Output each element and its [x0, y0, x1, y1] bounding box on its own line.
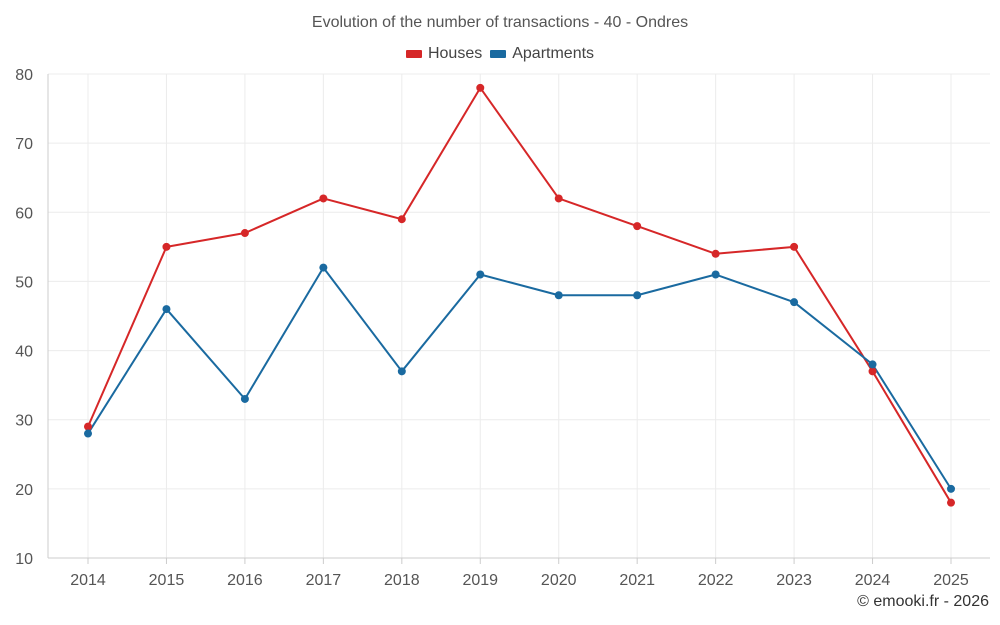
legend-label-houses: Houses [427, 45, 483, 62]
axes: 10 20 30 40 50 60 70 80 2014 2015 2016 2017 2018 2019… [15, 67, 990, 589]
point-houses-2020 [554, 194, 563, 203]
legend: Houses Apartments [0, 45, 1000, 63]
point-apartments-2019 [476, 270, 485, 279]
point-houses-2014 [84, 422, 92, 431]
y-tick-label: 10 [15, 551, 33, 568]
series-line-apartments [87, 266, 952, 490]
legend-swatch-houses [405, 50, 422, 58]
point-apartments-2018 [397, 367, 406, 376]
legend-item-apartments[interactable]: Apartments [490, 45, 594, 63]
point-apartments-2015 [162, 305, 171, 314]
point-houses-2022 [711, 249, 720, 258]
point-apartments-2016 [240, 394, 249, 403]
point-houses-2024 [868, 367, 877, 376]
point-apartments-2014 [84, 429, 92, 438]
point-houses-2017 [319, 194, 328, 203]
x-tick-label: 2018 [384, 572, 420, 589]
x-tick-label: 2017 [306, 572, 342, 589]
x-tick-label: 2025 [933, 572, 969, 589]
credit-text: © emooki.fr - 2026 [857, 593, 989, 610]
y-tick-label: 80 [15, 67, 33, 84]
x-tick-label: 2022 [698, 572, 734, 589]
y-tick-label: 60 [15, 205, 33, 222]
x-tick-label: 2024 [855, 572, 891, 589]
y-tick-label: 70 [15, 136, 33, 153]
x-tick-label: 2015 [149, 572, 185, 589]
point-apartments-2022 [711, 270, 720, 279]
y-tick-label: 40 [15, 344, 33, 361]
point-apartments-2025 [947, 484, 955, 493]
x-tick-label: 2021 [619, 572, 655, 589]
point-apartments-2020 [554, 291, 563, 300]
point-houses-2015 [162, 242, 171, 251]
legend-swatch-apartments [490, 50, 507, 58]
legend-label-apartments: Apartments [512, 45, 595, 62]
y-tick-label: 30 [15, 413, 33, 430]
grid [48, 73, 990, 558]
y-tick-label: 20 [15, 482, 33, 499]
x-tick-label: 2020 [541, 572, 577, 589]
x-tick-label: 2023 [776, 572, 812, 589]
point-houses-2023 [790, 242, 799, 251]
y-tick-label: 50 [15, 274, 33, 291]
point-apartments-2024 [868, 360, 877, 369]
legend-item-houses[interactable]: Houses [405, 45, 483, 63]
x-tick-label: 2014 [70, 572, 106, 589]
point-apartments-2023 [790, 298, 799, 307]
point-houses-2019 [476, 83, 485, 92]
point-apartments-2021 [633, 291, 642, 300]
point-houses-2018 [397, 215, 406, 224]
point-houses-2016 [240, 229, 249, 238]
x-tick-label: 2016 [227, 572, 263, 589]
point-houses-2025 [947, 498, 955, 507]
series-line-houses [87, 86, 952, 504]
chart-title: Evolution of the number of transactions … [311, 14, 689, 31]
point-houses-2021 [633, 222, 642, 231]
x-tick-label: 2019 [462, 572, 498, 589]
series-lines [87, 86, 952, 504]
series-points [84, 83, 955, 507]
point-apartments-2017 [319, 263, 328, 272]
